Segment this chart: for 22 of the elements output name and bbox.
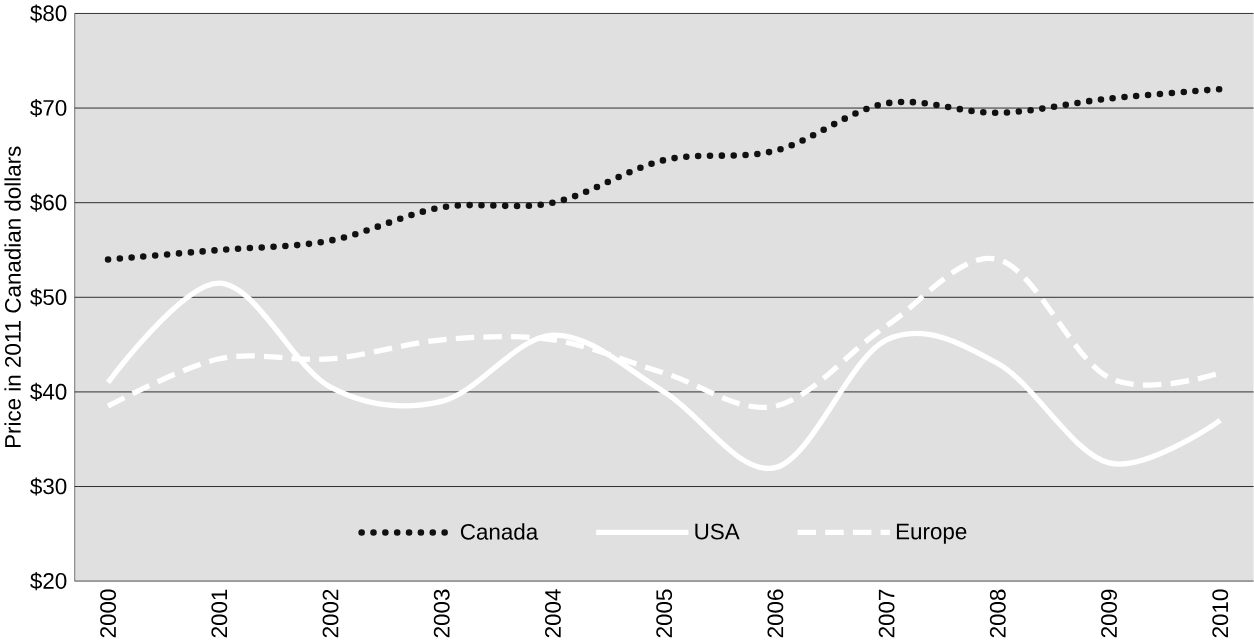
y-tick-label: $70 — [30, 99, 67, 118]
y-tick-label: $20 — [30, 572, 67, 591]
y-tick-label: $50 — [30, 288, 67, 307]
legend-label: Canada — [460, 523, 539, 540]
x-tick-label: 2004 — [545, 589, 561, 638]
legend-label: Europe — [896, 523, 967, 544]
y-tick-label: $80 — [30, 4, 67, 23]
y-tick-label: $60 — [30, 193, 67, 212]
x-tick-label: 2003 — [433, 589, 450, 638]
x-tick-label: 2010 — [1212, 589, 1229, 638]
x-tick-label: 2006 — [767, 589, 784, 638]
legend-label: USA — [695, 523, 740, 540]
x-tick-label: 2005 — [656, 589, 673, 638]
y-tick-label: $40 — [30, 382, 67, 402]
x-tick-label: 2000 — [100, 589, 117, 638]
y-axis-title: Price in 2011 Canadian dollars — [4, 146, 21, 448]
x-tick-label: 2002 — [322, 589, 339, 638]
x-tick-label: 2007 — [878, 589, 895, 638]
x-tick-label: 2009 — [1101, 589, 1117, 638]
x-tick-label: 2001 — [211, 589, 228, 638]
x-tick-label: 2008 — [989, 589, 1006, 638]
y-tick-label: $30 — [30, 477, 67, 496]
